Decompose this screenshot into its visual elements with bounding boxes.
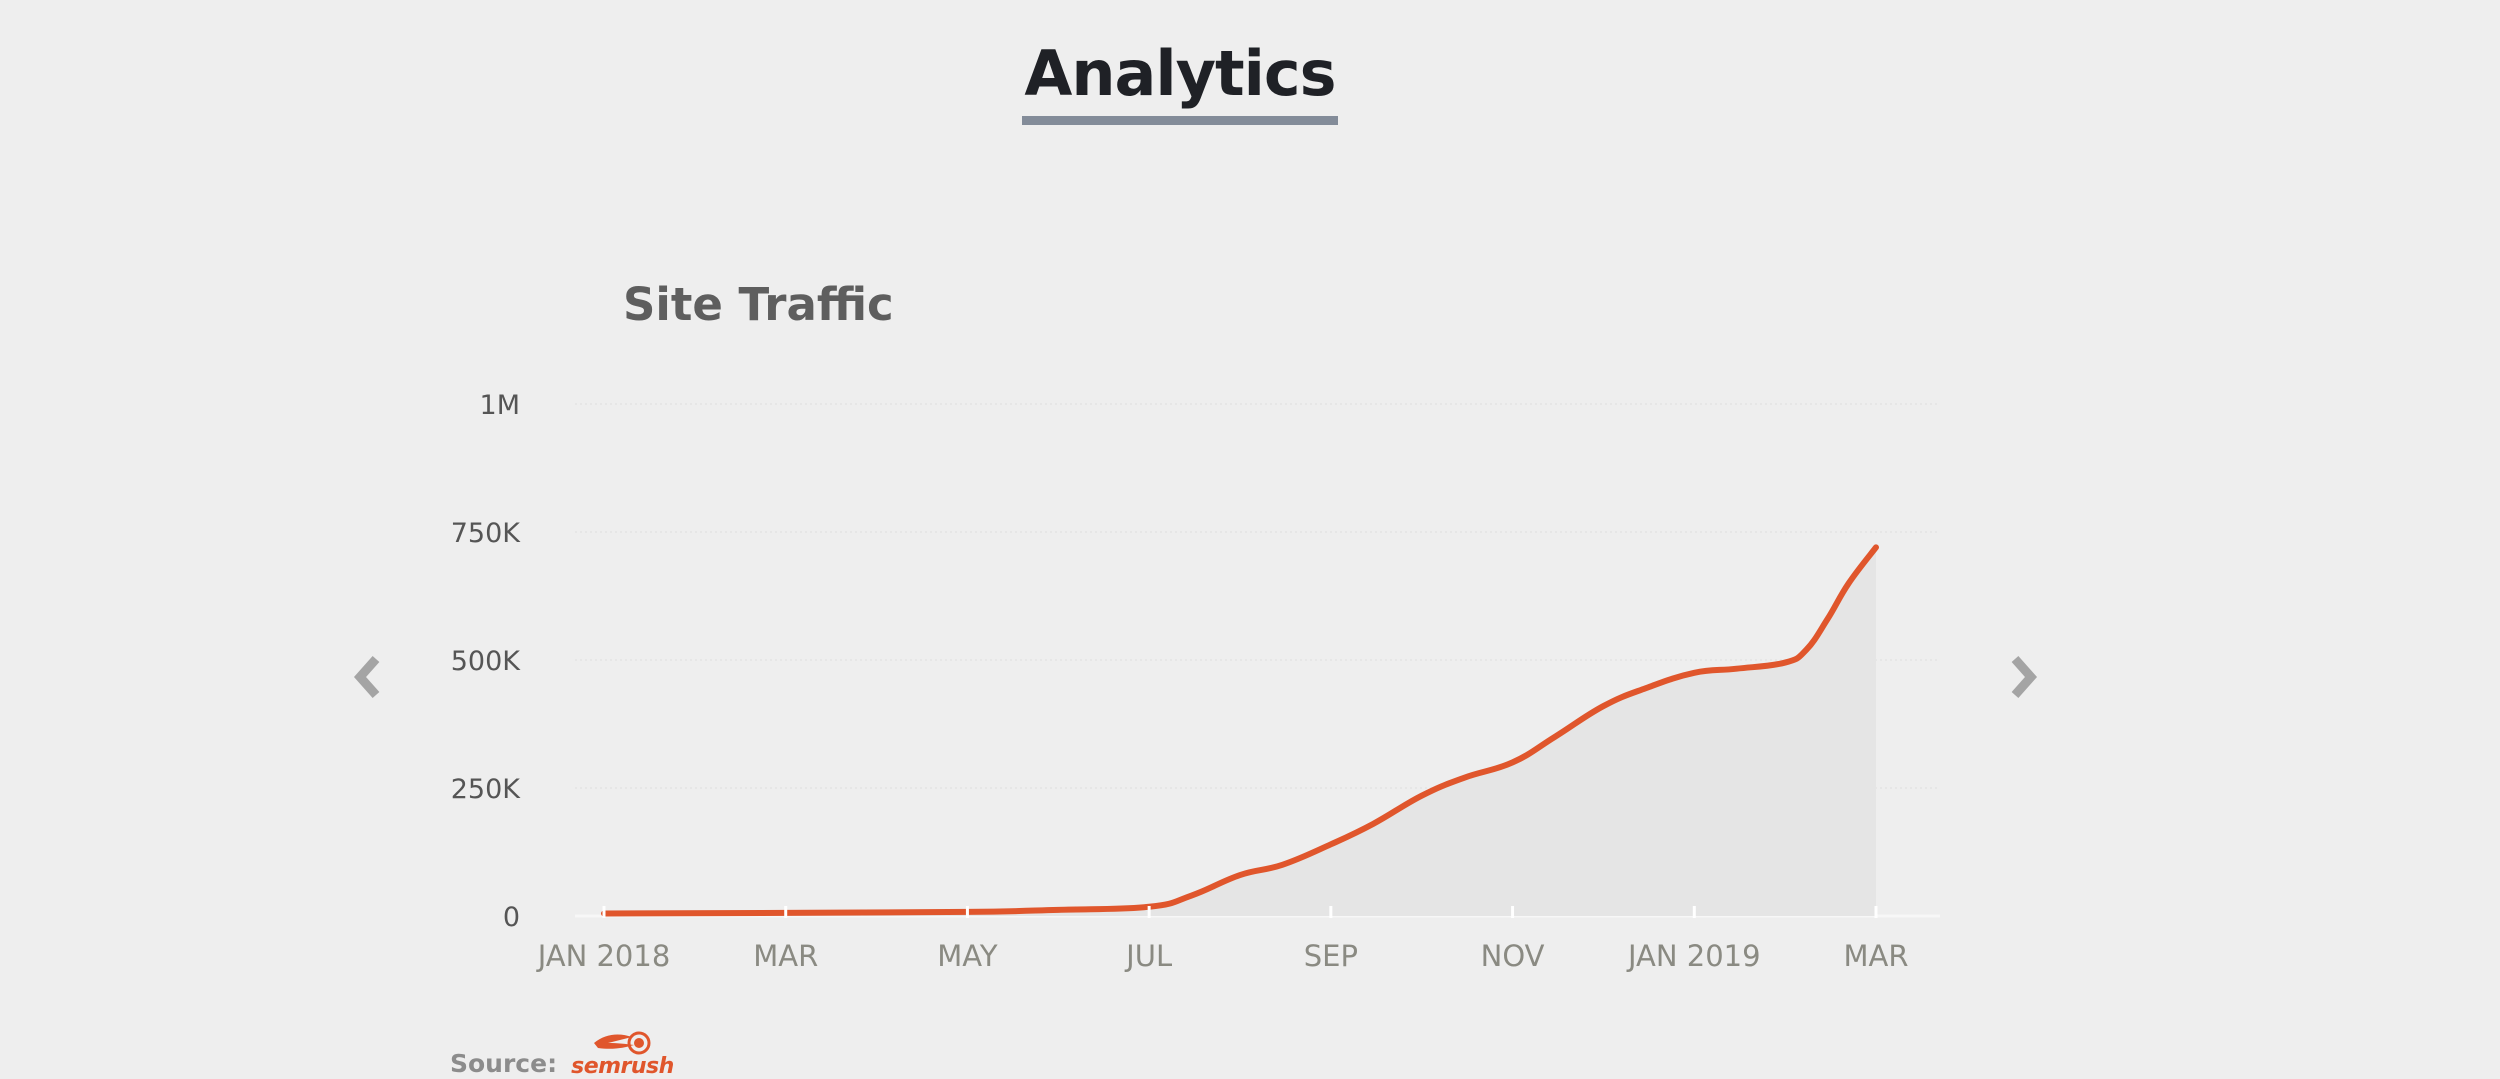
x-tick-label: SEP bbox=[1304, 939, 1358, 973]
y-tick-label: 250K bbox=[451, 774, 522, 805]
page-header: Analytics bbox=[0, 39, 2360, 126]
x-tick-label: JAN 2019 bbox=[1626, 939, 1761, 973]
semrush-wordmark: semrush bbox=[571, 1054, 674, 1079]
y-axis-ticks: 0 250K 500K 750K 1M bbox=[451, 390, 522, 933]
x-tick-label: MAR bbox=[753, 939, 818, 973]
chevron-left-icon bbox=[353, 656, 380, 698]
y-tick-label: 500K bbox=[451, 646, 522, 677]
x-tick-label: MAR bbox=[1843, 939, 1908, 973]
series-lines bbox=[601, 544, 1879, 917]
x-axis-ticks: JAN 2018 MAR MAY JUL SEP NOV JAN 2019 MAR bbox=[536, 906, 1909, 973]
y-tick-label: 0 bbox=[503, 902, 520, 933]
x-tick-label: MAY bbox=[937, 939, 998, 973]
semrush-logo[interactable]: semrush bbox=[571, 1030, 674, 1078]
y-tick-label: 1M bbox=[480, 390, 520, 421]
fireball-icon bbox=[594, 1031, 651, 1055]
series-line bbox=[601, 544, 1879, 917]
carousel-prev-button[interactable] bbox=[348, 655, 388, 699]
carousel-next-button[interactable] bbox=[2003, 655, 2043, 699]
page-title: Analytics bbox=[1022, 39, 1338, 126]
source-label: Source: bbox=[450, 1049, 558, 1078]
y-tick-label: 750K bbox=[451, 518, 522, 549]
x-tick-label: JAN 2018 bbox=[536, 939, 671, 973]
x-tick-label: NOV bbox=[1481, 939, 1545, 973]
x-tick-label: JUL bbox=[1124, 939, 1172, 973]
chevron-right-icon bbox=[2011, 656, 2038, 698]
chart-title: Site Traffic bbox=[623, 278, 894, 331]
series-area bbox=[604, 547, 1876, 916]
chart-source: Source: semrush bbox=[450, 1030, 674, 1078]
area-fill bbox=[604, 547, 1876, 916]
